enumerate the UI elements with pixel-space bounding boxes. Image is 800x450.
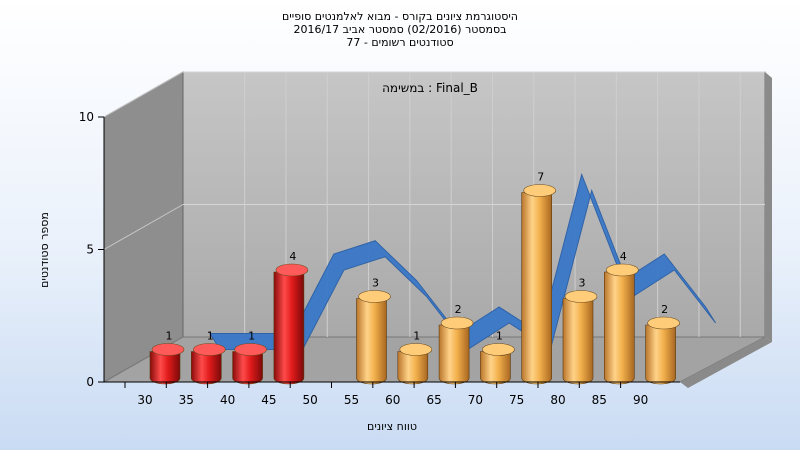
floor-edge: [680, 337, 772, 388]
bar-40: [232, 343, 267, 385]
data-label-65: 2: [455, 303, 462, 316]
data-label-85: 4: [620, 250, 627, 263]
data-label-90: 2: [661, 303, 668, 316]
data-label-45: 4: [289, 250, 296, 263]
y-tick-label: 10: [79, 110, 94, 124]
bar-body: [604, 271, 635, 385]
bar-55: [356, 290, 391, 385]
x-tick-label: 70: [468, 393, 483, 407]
bars-group: [149, 184, 680, 385]
data-label-55: 3: [372, 277, 379, 290]
y-tick-label: 5: [86, 243, 94, 257]
x-tick-label: 65: [426, 393, 441, 407]
data-label-35: 1: [207, 330, 214, 343]
chart-subtitle-enrolled: סטודנטים רשומים - 77: [346, 36, 454, 49]
x-tick-label: 60: [385, 393, 400, 407]
bar-cap: [647, 316, 680, 330]
bar-body: [356, 298, 387, 385]
bar-cap: [564, 290, 598, 303]
x-tick-label: 30: [137, 393, 152, 407]
bar-body: [232, 351, 263, 385]
bar-cap: [275, 263, 309, 277]
distribution-ribbon: [209, 172, 717, 351]
y-axis-title: מספר סטודנטים: [38, 212, 51, 288]
bar-body: [480, 351, 511, 385]
chart-subtitle-semester: בסמסטר (02/2016) סמסטר אביב 2016/17: [293, 23, 507, 36]
right-edge: [765, 72, 772, 342]
bar-body: [149, 351, 181, 385]
bar-cap: [193, 343, 226, 356]
bar-45: [273, 263, 309, 385]
bar-cap: [523, 184, 557, 197]
bar-80: [562, 290, 598, 385]
bar-body: [521, 192, 552, 385]
bar-cap: [399, 343, 433, 356]
bar-body: [645, 324, 676, 385]
bar-85: [604, 263, 639, 385]
bar-cap: [358, 290, 391, 303]
data-label-60: 1: [413, 330, 420, 343]
grid-line-side: [103, 71, 184, 118]
chart-task-label: Final_B : במשימה: [382, 81, 478, 95]
data-label-30: 1: [166, 330, 173, 343]
bar-cap: [440, 316, 474, 330]
bar-75: [521, 184, 557, 385]
ribbon-curve: [209, 172, 717, 351]
data-label-40: 1: [248, 330, 255, 343]
bar-30: [149, 343, 185, 385]
bar-body: [562, 298, 594, 385]
bar-60: [397, 343, 433, 385]
bar-35: [191, 343, 226, 385]
bar-body: [273, 271, 305, 385]
x-tick-label: 40: [220, 393, 235, 407]
x-axis-title: טווח ציונים: [367, 420, 417, 433]
x-tick-label: 45: [261, 393, 276, 407]
x-tick-label: 75: [509, 393, 524, 407]
chart-title: היסטוגרמת ציונים בקורס - מבוא לאלמנטים ס…: [282, 10, 518, 23]
bar-70: [480, 343, 515, 385]
bar-cap: [482, 343, 515, 356]
grid-line-side: [103, 204, 184, 250]
data-labels-group: 1 1 1 4 3 1 2 1 7 3 4 2: [166, 171, 669, 343]
data-label-70: 1: [496, 330, 503, 343]
x-tick-label: 50: [303, 393, 318, 407]
bar-90: [645, 316, 680, 385]
axes-group: 0 5 10 30 35 40 45 50 55 60 65 70 75 80 85 90: [79, 110, 680, 407]
data-label-75: 7: [537, 171, 544, 184]
x-tick-label: 90: [633, 393, 648, 407]
bar-cap: [151, 343, 185, 356]
x-tick-label: 80: [550, 393, 565, 407]
x-tick-label: 85: [592, 393, 607, 407]
bar-65: [438, 316, 474, 385]
data-label-80: 3: [579, 277, 586, 290]
x-tick-label: 35: [179, 393, 194, 407]
bar-body: [397, 351, 429, 385]
bar-cap: [605, 263, 639, 277]
bar-cap: [234, 343, 267, 356]
bar-body: [438, 324, 470, 385]
x-tick-label: 55: [344, 393, 359, 407]
bar-body: [191, 351, 222, 385]
y-tick-label: 0: [86, 375, 94, 389]
